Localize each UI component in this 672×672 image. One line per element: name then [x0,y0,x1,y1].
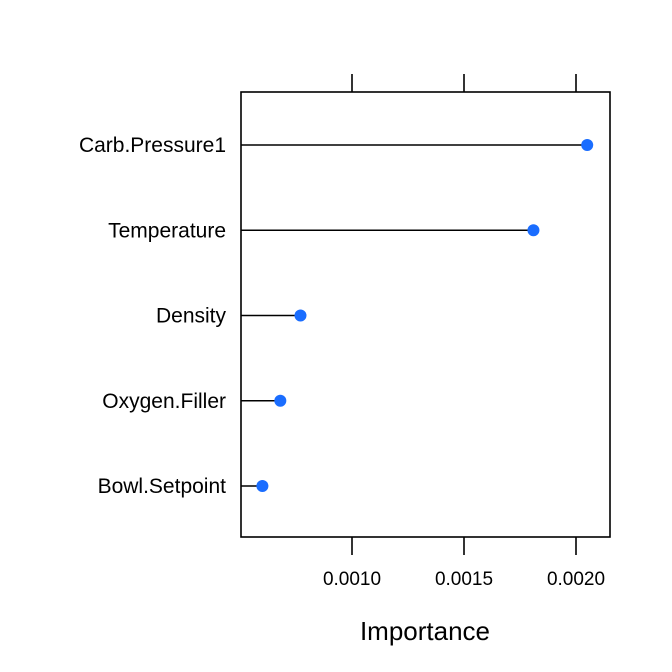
importance-point [294,309,307,322]
top-axis-ticks [351,74,577,92]
category-label: Bowl.Setpoint [98,475,227,498]
x-tick-label: 0.0015 [435,569,493,590]
importance-point [581,139,594,151]
importance-point [527,224,540,237]
category-labels: Carb.Pressure1 Temperature Density Oxygen.F… [79,134,227,498]
importance-segments [241,144,588,487]
plot-frame [240,91,611,538]
x-tick-label: 0.0020 [547,569,605,590]
category-label: Density [156,305,227,328]
x-tick-label: 0.0010 [323,569,381,590]
category-label: Carb.Pressure1 [79,134,226,157]
category-label: Temperature [108,219,226,242]
importance-point [256,480,269,492]
category-label: Oxygen.Filler [102,390,226,413]
x-axis-title: Importance [360,616,490,646]
bottom-axis-ticks: 0.0010 0.0015 0.0020 [323,537,605,590]
importance-point [274,394,287,407]
importance-points [256,139,594,492]
